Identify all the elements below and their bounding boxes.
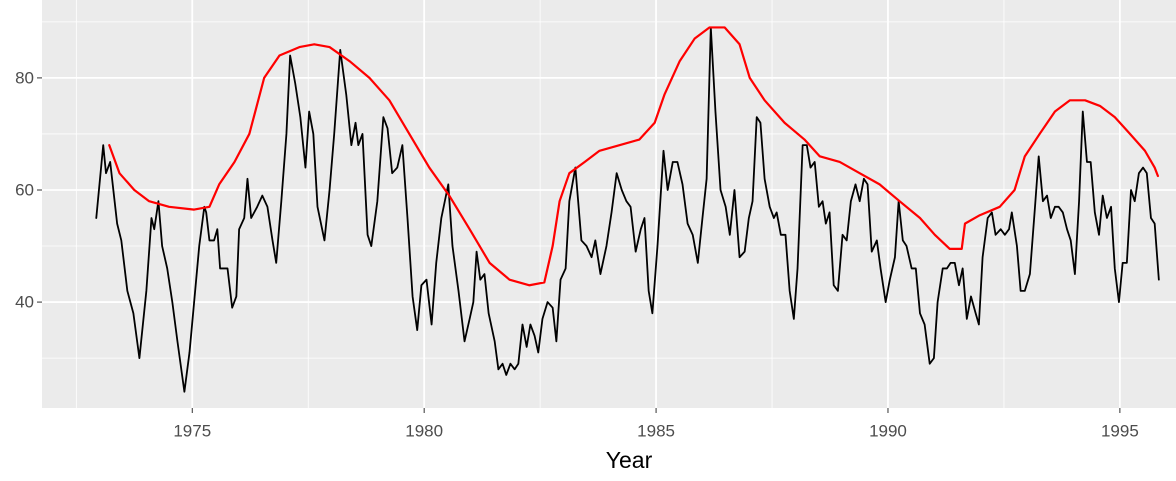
y-tick-label: 40 (15, 293, 34, 312)
series-line (108, 26, 1160, 287)
x-tick-label: 1980 (405, 421, 443, 440)
x-tick-label: 1975 (173, 421, 211, 440)
plot-panel (42, 0, 1176, 408)
x-tick-label: 1995 (1101, 421, 1139, 440)
series-line (95, 26, 1160, 393)
x-tick-label: 1990 (869, 421, 907, 440)
y-tick-label: 80 (15, 68, 34, 87)
x-axis-title: Year (606, 447, 653, 473)
y-tick-label: 60 (15, 180, 34, 199)
x-tick-label: 1985 (637, 421, 675, 440)
